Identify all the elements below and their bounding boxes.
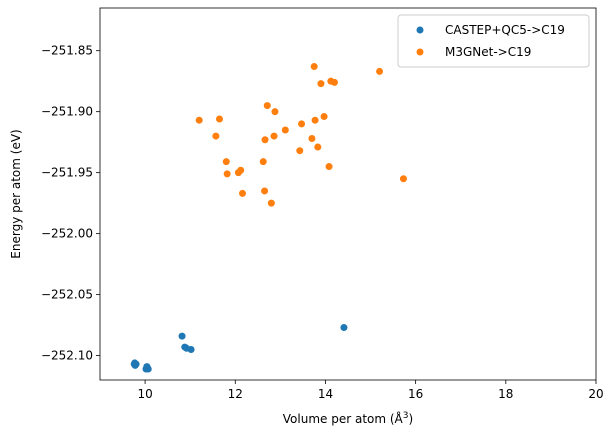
- m3gnet-point: [376, 67, 384, 75]
- y-tick-label: −252.10: [41, 349, 93, 363]
- m3gnet-point: [330, 78, 338, 86]
- m3gnet-point: [261, 187, 269, 195]
- m3gnet-point: [222, 158, 230, 166]
- y-tick-label: −252.05: [41, 288, 93, 302]
- m3gnet-point: [311, 116, 319, 124]
- m3gnet-point: [281, 126, 289, 134]
- y-tick-label: −252.00: [41, 227, 93, 241]
- m3gnet-point: [259, 158, 267, 166]
- legend-marker-m3gnet: [416, 48, 424, 56]
- legend-marker-castep: [416, 26, 424, 34]
- castep-point: [132, 360, 140, 368]
- legend-label-castep: CASTEP+QC5->C19: [445, 23, 565, 37]
- m3gnet-point: [320, 113, 328, 121]
- m3gnet-point: [325, 163, 333, 171]
- m3gnet-point: [237, 166, 245, 174]
- m3gnet-point: [212, 132, 220, 140]
- m3gnet-point: [317, 80, 325, 88]
- m3gnet-point: [267, 199, 275, 207]
- legend-box: [397, 14, 590, 68]
- m3gnet-point: [308, 135, 316, 143]
- x-tick-label: 10: [137, 387, 152, 401]
- castep-point: [187, 346, 195, 354]
- plot-area: [100, 8, 596, 380]
- x-tick-label: 18: [498, 387, 513, 401]
- plot-frame: [99, 7, 597, 381]
- castep-point: [178, 332, 186, 340]
- m3gnet-point: [399, 175, 407, 183]
- x-tick-label: 16: [408, 387, 423, 401]
- legend: CASTEP+QC5->C19 M3GNet->C19: [397, 14, 590, 68]
- m3gnet-point: [263, 102, 271, 110]
- x-axis-label: Volume per atom (Å3): [283, 411, 413, 426]
- castep-point: [143, 363, 151, 371]
- y-tick-label: −251.85: [41, 44, 93, 58]
- m3gnet-point: [223, 170, 231, 178]
- x-tick-label: 12: [228, 387, 243, 401]
- y-axis-ticks: −251.85 −251.90 −251.95 −252.00 −252.05 −252.…: [41, 44, 100, 363]
- data-points: [130, 63, 407, 373]
- m3gnet-point: [314, 143, 322, 151]
- m3gnet-point: [261, 136, 269, 144]
- m3gnet-point: [296, 147, 304, 155]
- m3gnet-point: [310, 63, 318, 71]
- y-axis-label: Energy per atom (eV): [9, 129, 23, 258]
- y-tick-label: −251.95: [41, 166, 93, 180]
- castep-point: [340, 324, 348, 332]
- m3gnet-point: [215, 115, 223, 123]
- x-tick-label: 20: [588, 387, 603, 401]
- m3gnet-point: [271, 108, 279, 116]
- x-tick-label: 14: [318, 387, 333, 401]
- x-axis-ticks: 10 12 14 16 18 20: [137, 380, 604, 401]
- legend-label-m3gnet: M3GNet->C19: [445, 45, 531, 59]
- m3gnet-point: [238, 189, 246, 197]
- y-tick-label: −251.90: [41, 105, 93, 119]
- m3gnet-point: [270, 132, 278, 140]
- m3gnet-point: [298, 120, 306, 128]
- m3gnet-point: [195, 116, 203, 124]
